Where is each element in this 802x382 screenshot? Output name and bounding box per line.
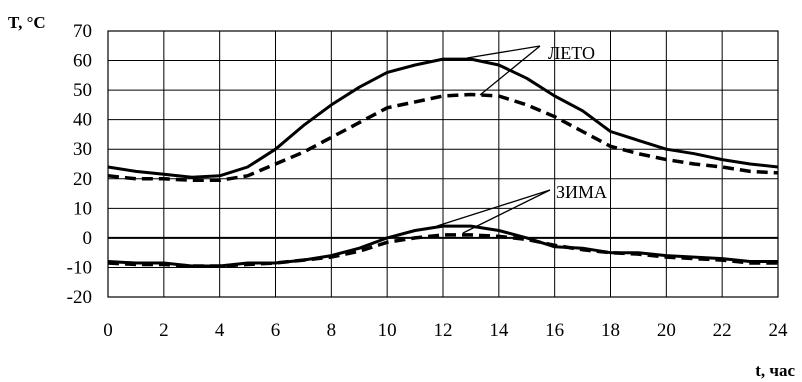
y-axis-title: T, °C — [8, 13, 46, 32]
x-tick-label: 12 — [434, 320, 453, 341]
annotation-leader-line — [436, 189, 551, 227]
x-tick-label: 0 — [103, 320, 113, 341]
x-tick-label: 10 — [378, 320, 397, 341]
series-summer-dashed-line — [107, 92, 779, 183]
x-tick-label: 2 — [159, 320, 169, 341]
x-tick-label: 20 — [657, 320, 676, 341]
x-tick-label: 18 — [601, 320, 620, 341]
y-tick-label: 10 — [73, 198, 92, 219]
annotation-leader-line — [466, 45, 541, 59]
annotation-leader-line — [479, 45, 541, 96]
y-tick-label: -10 — [67, 257, 92, 278]
x-tick-label: 4 — [215, 320, 225, 341]
series-summer-solid-line — [107, 57, 779, 179]
annotation-label-winter: ЗИМА — [556, 182, 607, 202]
y-tick-label: 50 — [73, 80, 92, 101]
y-tick-label: 30 — [73, 139, 92, 160]
y-tick-label: 70 — [73, 21, 92, 42]
x-tick-label: 22 — [713, 320, 732, 341]
x-tick-label: 6 — [271, 320, 281, 341]
series-winter-dashed-line — [107, 233, 778, 268]
x-axis-title: t, час — [755, 361, 795, 380]
x-tick-label: 24 — [769, 320, 789, 341]
plot-border — [107, 30, 779, 298]
x-tick-label: 16 — [545, 320, 564, 341]
y-tick-label: 60 — [73, 51, 92, 72]
x-tick-label: 8 — [327, 320, 337, 341]
y-tick-label: 0 — [83, 228, 93, 249]
y-tick-label: 20 — [73, 169, 92, 190]
y-tick-label: 40 — [73, 110, 92, 131]
annotation-leader-line — [462, 189, 551, 234]
y-tick-label: -20 — [67, 287, 92, 308]
annotation-label-summer: ЛЕТО — [548, 43, 595, 63]
x-tick-label: 14 — [489, 320, 509, 341]
